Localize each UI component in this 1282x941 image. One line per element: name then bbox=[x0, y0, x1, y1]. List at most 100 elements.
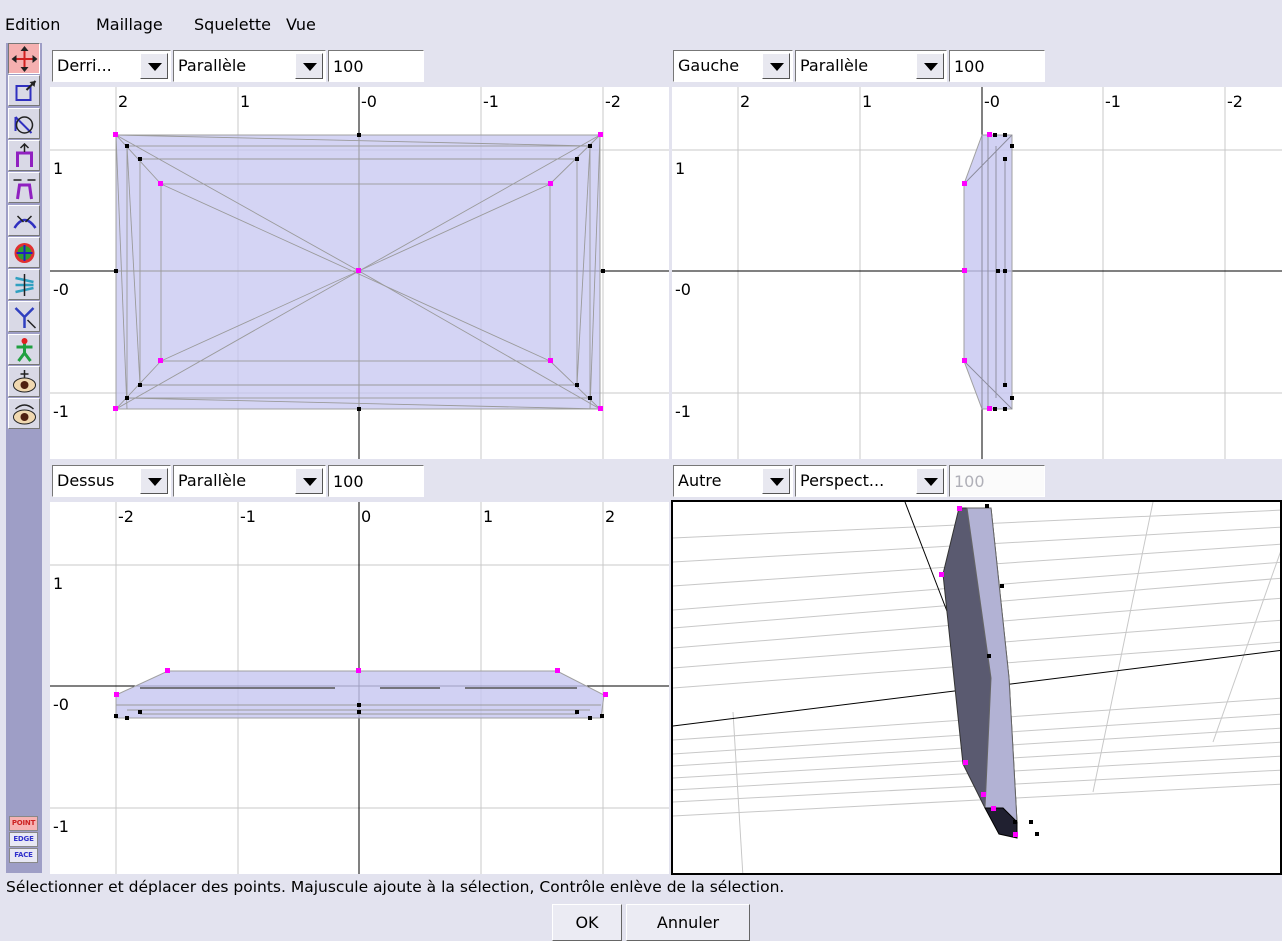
ok-button[interactable]: OK bbox=[552, 904, 622, 941]
y-tick-label: -1 bbox=[675, 402, 691, 421]
viewport-perspective-canvas[interactable] bbox=[673, 502, 1282, 875]
viewport-perspective[interactable] bbox=[671, 500, 1282, 875]
x-tick-label: -0 bbox=[984, 92, 1000, 111]
y-tick-label: -0 bbox=[675, 280, 691, 299]
chevron-down-icon[interactable] bbox=[916, 468, 944, 494]
projection-value: Perspect... bbox=[800, 471, 885, 490]
view-direction-value: Autre bbox=[678, 471, 722, 490]
scale-points-icon bbox=[15, 80, 37, 102]
view-direction-select[interactable]: Dessus bbox=[52, 465, 171, 497]
scale-input[interactable] bbox=[328, 465, 424, 497]
view-direction-value: Gauche bbox=[678, 56, 740, 75]
y-tick-labels: 1 -0 -1 bbox=[675, 159, 691, 421]
x-tick-label: 1 bbox=[483, 507, 493, 526]
x-tick-label: -2 bbox=[118, 507, 134, 526]
scale-input[interactable] bbox=[949, 50, 1045, 82]
scale-input[interactable] bbox=[328, 50, 424, 82]
tool-skew-points-button[interactable] bbox=[8, 269, 40, 301]
move-viewpoint-icon bbox=[13, 370, 36, 393]
projection-value: Parallèle bbox=[800, 56, 869, 75]
menu-vue[interactable]: Vue bbox=[286, 15, 316, 34]
view-direction-value: Dessus bbox=[57, 471, 115, 490]
viewport-back[interactable]: 2 1 -0 -1 -2 1 -0 -1 bbox=[50, 87, 669, 459]
x-tick-label: -1 bbox=[240, 507, 256, 526]
menu-bar: Edition Maillage Squelette Vue bbox=[0, 0, 1282, 38]
view-direction-select[interactable]: Gauche bbox=[673, 50, 793, 82]
x-tick-labels: -2 -1 0 1 2 bbox=[118, 507, 615, 526]
x-tick-label: -1 bbox=[1105, 92, 1121, 111]
viewport-top-canvas[interactable]: -2 -1 0 1 2 1 -0 -1 bbox=[50, 502, 669, 874]
mesh-wireframe[interactable] bbox=[113, 132, 605, 411]
menu-edition[interactable]: Edition bbox=[5, 15, 61, 34]
x-tick-labels: 2 1 -0 -1 -2 bbox=[740, 92, 1243, 111]
x-tick-label: 1 bbox=[862, 92, 872, 111]
cancel-button[interactable]: Annuler bbox=[626, 904, 750, 941]
chevron-down-icon[interactable] bbox=[762, 53, 790, 79]
projection-select[interactable]: Parallèle bbox=[173, 465, 326, 497]
chevron-down-icon[interactable] bbox=[762, 468, 790, 494]
y-tick-label: -0 bbox=[53, 695, 69, 714]
twist-points-icon bbox=[14, 242, 35, 263]
x-tick-label: -2 bbox=[1227, 92, 1243, 111]
x-tick-label: 2 bbox=[605, 507, 615, 526]
view-direction-select[interactable]: Autre bbox=[673, 465, 793, 497]
viewport-controls-bottom-right: Autre Perspect... bbox=[673, 465, 1281, 497]
tool-taper-points-button[interactable] bbox=[8, 172, 40, 204]
view-direction-select[interactable]: Derri... bbox=[52, 50, 171, 82]
select-mode-edge-button[interactable]: EDGE bbox=[9, 832, 38, 847]
bend-points-icon bbox=[13, 214, 37, 229]
mesh-wireframe[interactable] bbox=[114, 668, 608, 720]
mesh-solid[interactable] bbox=[939, 504, 1039, 839]
y-tick-label: 1 bbox=[53, 159, 63, 178]
x-tick-label: 2 bbox=[740, 92, 750, 111]
y-tick-label: 1 bbox=[675, 159, 685, 178]
x-tick-label: 2 bbox=[118, 92, 128, 111]
tool-skeleton-pose-button[interactable] bbox=[8, 333, 40, 365]
mesh-wireframe[interactable] bbox=[962, 132, 1014, 411]
skeleton-pose-icon bbox=[16, 337, 33, 362]
extrude-points-icon bbox=[16, 142, 33, 167]
x-tick-label: -0 bbox=[361, 92, 377, 111]
y-tick-labels: 1 -0 -1 bbox=[53, 159, 69, 421]
projection-value: Parallèle bbox=[178, 56, 247, 75]
chevron-down-icon[interactable] bbox=[295, 53, 323, 79]
chevron-down-icon[interactable] bbox=[916, 53, 944, 79]
projection-select[interactable]: Parallèle bbox=[173, 50, 326, 82]
tool-move-viewpoint-button[interactable] bbox=[8, 366, 40, 397]
menu-squelette[interactable]: Squelette bbox=[194, 15, 271, 34]
select-mode-point-button[interactable]: POINT bbox=[9, 816, 38, 831]
tool-scale-points-button[interactable] bbox=[8, 75, 40, 107]
rotate-points-icon bbox=[14, 115, 34, 134]
move-points-icon bbox=[11, 46, 38, 72]
projection-select[interactable]: Parallèle bbox=[795, 50, 947, 82]
y-tick-label: -1 bbox=[53, 817, 69, 836]
chevron-down-icon[interactable] bbox=[295, 468, 323, 494]
x-tick-label: -2 bbox=[605, 92, 621, 111]
tool-move-points-button[interactable] bbox=[8, 43, 40, 74]
menu-maillage[interactable]: Maillage bbox=[96, 15, 163, 34]
viewport-top[interactable]: -2 -1 0 1 2 1 -0 -1 bbox=[50, 502, 669, 874]
tool-twist-points-button[interactable] bbox=[8, 236, 40, 268]
tool-rotate-points-button[interactable] bbox=[8, 107, 40, 139]
viewport-left[interactable]: 2 1 -0 -1 -2 1 -0 -1 bbox=[672, 87, 1282, 459]
viewport-controls-top-left: Derri... Parallèle bbox=[52, 50, 668, 82]
x-tick-label: 1 bbox=[240, 92, 250, 111]
tool-rotate-viewpoint-button[interactable] bbox=[8, 398, 40, 430]
tool-palette: POINT EDGE FACE bbox=[6, 43, 42, 873]
projection-select[interactable]: Perspect... bbox=[795, 465, 947, 497]
x-tick-labels: 2 1 -0 -1 -2 bbox=[118, 92, 621, 111]
projection-value: Parallèle bbox=[178, 471, 247, 490]
y-tick-label: 1 bbox=[53, 574, 63, 593]
tool-bend-points-button[interactable] bbox=[8, 204, 40, 236]
select-mode-face-button[interactable]: FACE bbox=[9, 848, 38, 863]
viewport-back-canvas[interactable]: 2 1 -0 -1 -2 1 -0 -1 bbox=[50, 87, 669, 459]
y-tick-labels: 1 -0 -1 bbox=[53, 574, 69, 836]
chevron-down-icon[interactable] bbox=[140, 468, 168, 494]
taper-points-icon bbox=[13, 179, 36, 200]
y-tick-label: -1 bbox=[53, 402, 69, 421]
viewport-left-canvas[interactable]: 2 1 -0 -1 -2 1 -0 -1 bbox=[672, 87, 1282, 459]
chevron-down-icon[interactable] bbox=[140, 53, 168, 79]
tool-move-skeleton-button[interactable] bbox=[8, 301, 40, 333]
viewport-controls-top-right: Gauche Parallèle bbox=[673, 50, 1281, 82]
tool-extrude-points-button[interactable] bbox=[8, 139, 40, 171]
